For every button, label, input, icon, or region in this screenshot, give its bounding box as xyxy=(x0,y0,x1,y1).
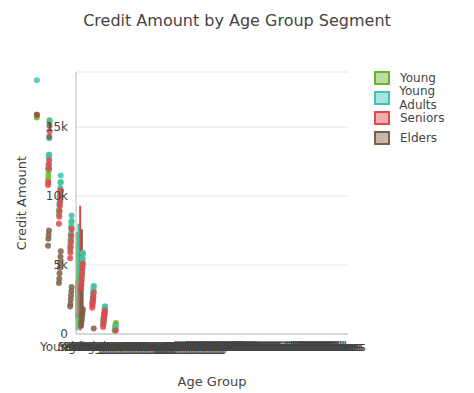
svg-text:15k: 15k xyxy=(46,120,68,134)
svg-text:10k: 10k xyxy=(46,189,68,203)
svg-text:5k: 5k xyxy=(53,258,68,272)
svg-text:Credit Amount: Credit Amount xyxy=(14,156,29,250)
svg-text:Young Adults: Young Adults xyxy=(39,339,118,354)
svg-text:Age Group: Age Group xyxy=(178,374,247,389)
html-text:Elders: Elders xyxy=(400,131,438,145)
html-text:Young: Young xyxy=(400,71,436,85)
html-text:Young Adults: Young Adults xyxy=(399,84,437,112)
html-text:Seniors: Seniors xyxy=(400,111,445,125)
svg-text:0: 0 xyxy=(60,327,68,341)
svg-text:Credit Amount by Age Group Seg: Credit Amount by Age Group Segment xyxy=(83,11,391,30)
svg-text:Elders: Elders xyxy=(329,340,366,354)
